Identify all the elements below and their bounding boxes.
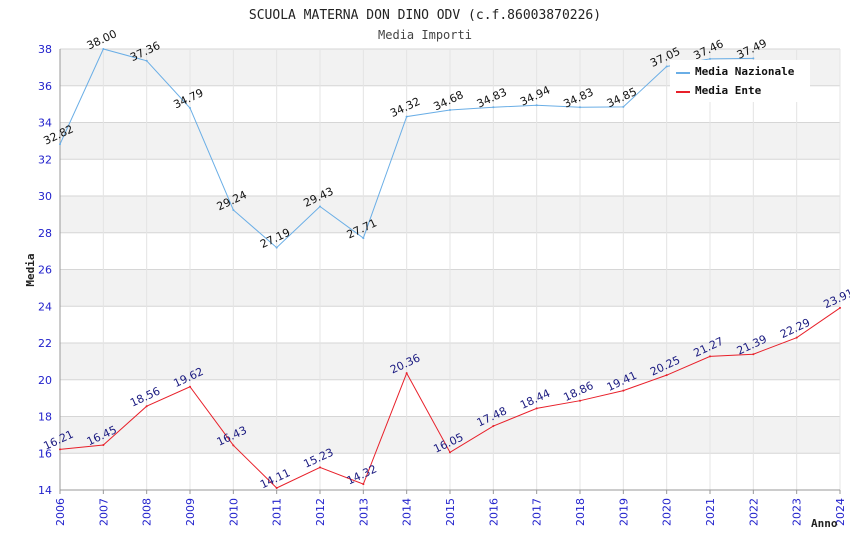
legend: Media Nazionale Media Ente — [670, 60, 810, 102]
data-point — [579, 106, 581, 109]
data-point — [535, 104, 538, 107]
data-label: 18.44 — [518, 387, 552, 412]
x-tick-label: 2014 — [401, 498, 414, 526]
legend-box — [670, 60, 810, 102]
x-tick-label: 2007 — [97, 498, 110, 526]
data-label: 22.29 — [778, 316, 812, 341]
data-point — [579, 399, 581, 402]
data-label: 18.86 — [561, 379, 595, 404]
chart-title: SCUOLA MATERNA DON DINO ODV (c.f.8600387… — [249, 8, 601, 23]
y-tick-label: 16 — [38, 447, 52, 460]
data-point — [492, 425, 495, 428]
data-point — [145, 405, 148, 408]
x-tick-label: 2023 — [791, 498, 804, 526]
data-point — [319, 205, 321, 208]
x-tick-label: 2016 — [487, 498, 500, 526]
data-point — [752, 353, 755, 356]
chart-subtitle: Media Importi — [378, 28, 472, 42]
data-point — [362, 237, 365, 240]
y-tick-label: 24 — [38, 300, 52, 313]
data-point — [709, 57, 711, 60]
y-tick-label: 36 — [38, 80, 52, 93]
y-tick-label: 20 — [38, 374, 52, 387]
x-tick-label: 2010 — [227, 498, 240, 526]
x-tick-label: 2021 — [704, 498, 717, 526]
x-tick-label: 2009 — [184, 498, 197, 526]
data-point — [319, 466, 321, 469]
y-tick-label: 32 — [38, 153, 52, 166]
data-point — [275, 246, 278, 249]
y-tick-label: 30 — [38, 190, 52, 203]
data-point — [535, 407, 538, 410]
data-point — [449, 109, 451, 112]
x-tick-label: 2015 — [444, 498, 457, 526]
data-point — [449, 451, 451, 454]
legend-label-ente: Media Ente — [695, 84, 762, 97]
data-point — [492, 106, 495, 109]
x-tick-label: 2017 — [531, 498, 544, 526]
x-tick-label: 2020 — [661, 498, 674, 526]
x-tick-label: 2011 — [271, 498, 284, 526]
y-tick-label: 28 — [38, 227, 52, 240]
x-tick-label: 2024 — [834, 498, 847, 526]
data-point — [665, 374, 668, 377]
legend-label-nazionale: Media Nazionale — [695, 65, 795, 78]
x-axis-label: Anno — [811, 517, 838, 530]
data-point — [839, 306, 841, 309]
data-label: 34.32 — [388, 95, 422, 120]
x-axis-ticks: 2006 2007 2008 2009 2010 2011 2012 2013 2014 2015… — [54, 490, 847, 526]
x-tick-label: 2019 — [617, 498, 630, 526]
y-tick-label: 22 — [38, 337, 52, 350]
x-tick-label: 2022 — [747, 498, 760, 526]
data-point — [232, 444, 235, 447]
data-point — [102, 443, 105, 446]
data-point — [59, 448, 61, 451]
data-point — [752, 57, 755, 60]
data-label: 18.56 — [128, 384, 162, 409]
y-tick-label: 14 — [38, 484, 52, 497]
y-tick-label: 26 — [38, 264, 52, 277]
data-point — [795, 336, 798, 339]
data-point — [622, 105, 625, 108]
data-point — [362, 483, 365, 486]
x-tick-label: 2006 — [54, 498, 67, 526]
data-point — [622, 389, 625, 392]
y-axis-ticks: 14 16 18 20 22 24 26 28 30 32 34 36 38 — [38, 43, 52, 497]
data-point — [405, 372, 408, 375]
data-point — [189, 385, 191, 388]
data-point — [405, 115, 408, 118]
y-tick-label: 38 — [38, 43, 52, 56]
data-label: 14.11 — [258, 466, 292, 491]
data-point — [232, 208, 235, 211]
y-axis-label: Media — [24, 253, 37, 286]
data-point — [59, 143, 61, 146]
data-point — [275, 486, 278, 489]
data-point — [709, 355, 711, 358]
x-tick-label: 2018 — [574, 498, 587, 526]
x-tick-label: 2008 — [141, 498, 154, 526]
x-tick-label: 2013 — [357, 498, 370, 526]
data-point — [102, 48, 105, 50]
series-layer — [59, 48, 841, 489]
data-point — [145, 59, 148, 62]
x-tick-label: 2012 — [314, 498, 327, 526]
data-label: 34.79 — [171, 86, 205, 111]
data-point — [665, 65, 668, 68]
y-tick-label: 18 — [38, 411, 52, 424]
gridlines — [59, 48, 841, 491]
data-point — [189, 106, 191, 109]
y-tick-label: 34 — [38, 117, 52, 130]
